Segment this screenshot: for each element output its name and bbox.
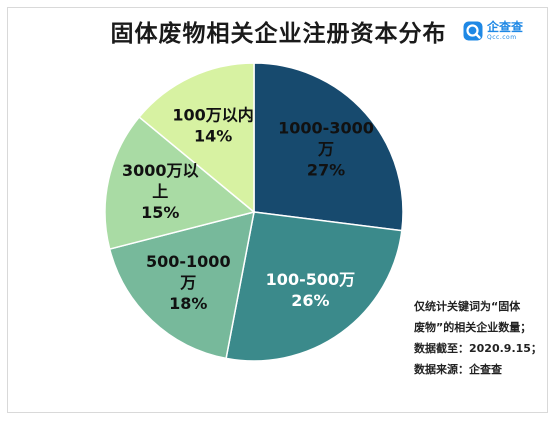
slice-label-line: 1000-3000	[278, 119, 374, 138]
pie-slice	[104, 115, 256, 250]
footnote-line: 数据来源：企查查	[414, 363, 502, 376]
pie-slice	[253, 62, 404, 232]
slice-label-line: 18%	[169, 294, 207, 313]
slice-label-line: 500-1000	[146, 252, 231, 271]
footnote-line: 数据截至：2020.9.15；	[414, 342, 542, 355]
slice-label: 500-1000 万 18%	[146, 252, 231, 313]
slice-label: 100-500万 26%	[266, 270, 355, 310]
slice-label-line: 26%	[291, 291, 329, 310]
chart-title: 固体废物相关企业注册资本分布	[110, 21, 447, 47]
brand-domain: Qcc.com	[487, 34, 517, 41]
footnote-line: 仅统计关键词为“固体	[414, 300, 521, 313]
footnote: 仅统计关键词为“固体 废物”的相关企业数量； 数据截至：2020.9.15； 数…	[414, 296, 544, 380]
slice-label: 100万以内 14%	[172, 106, 253, 146]
slice-label-line: 3000万以	[122, 161, 199, 180]
slice-label: 3000万以上 15%	[122, 161, 199, 222]
slice-label-line: 万	[317, 140, 334, 159]
brand-name: 企查查	[487, 20, 524, 34]
qcc-logo-icon	[463, 21, 483, 41]
slice-label-line: 上	[152, 182, 168, 201]
slice-label-line: 27%	[307, 161, 345, 180]
slice-label-line: 100-500万	[266, 270, 355, 289]
brand-logo: 企查查 Qcc.com	[463, 20, 523, 42]
pie-slice	[225, 211, 403, 362]
slice-label: 1000-3000 万 27%	[278, 119, 374, 180]
slice-label-line: 100万以内	[172, 106, 253, 125]
slice-label-line: 15%	[141, 203, 179, 222]
slice-label-line: 14%	[194, 127, 232, 146]
pie-slice	[108, 210, 255, 360]
pie-slice	[138, 62, 255, 214]
footnote-line: 废物”的相关企业数量；	[414, 321, 532, 334]
slice-label-line: 万	[179, 273, 196, 292]
